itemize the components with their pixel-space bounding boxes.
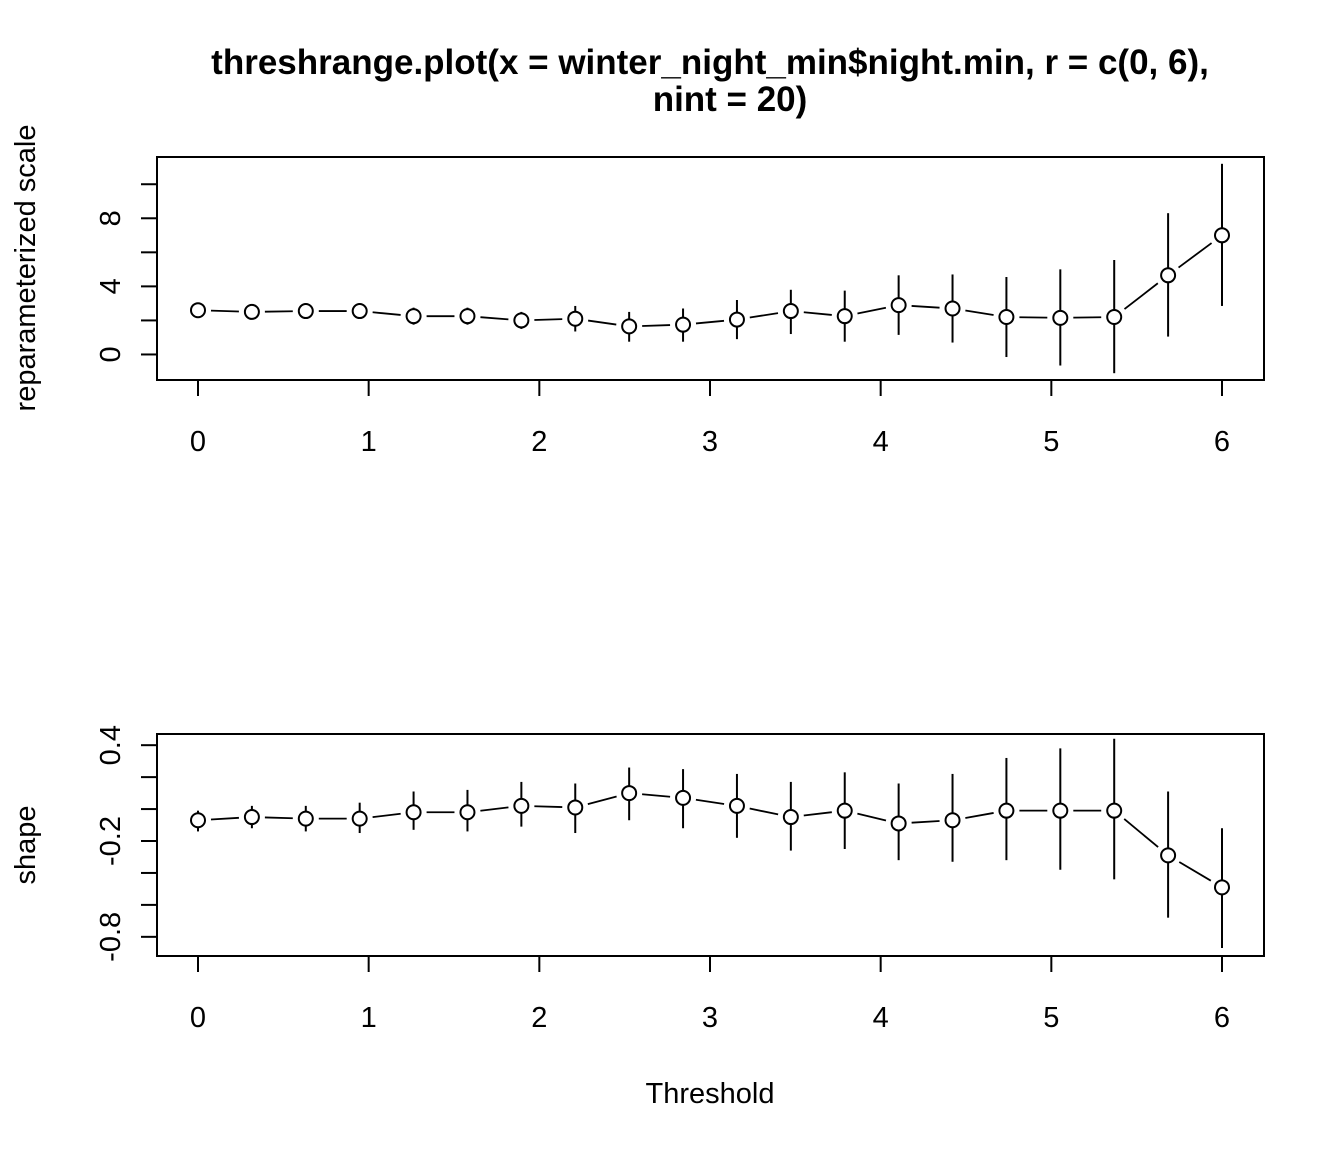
connector-segment [1178,861,1212,882]
connector-segment [587,795,617,805]
chart-title-line1: threshrange.plot(x = winter_night_min$ni… [211,43,1209,82]
x-tick-label: 1 [361,426,377,458]
y-tick-label: 4 [95,278,127,294]
data-point [405,308,422,325]
data-point [243,809,260,826]
x-tick-label: 4 [873,1002,889,1034]
connector-segment [210,816,239,821]
connector-segment [803,311,832,316]
data-point [297,810,314,827]
connector-segment [695,798,725,805]
data-point [998,309,1015,326]
connector-segment [588,319,617,326]
data-point [190,812,206,829]
connector-segment [642,324,671,327]
connector-segment [695,319,725,325]
y-tick-label: 0 [95,346,127,362]
chart-title-line2: nint = 20) [653,80,808,119]
data-point [836,308,853,325]
x-tick-label: 1 [361,1002,377,1034]
y-tick-label: 8 [95,210,127,226]
x-tick-label: 5 [1043,426,1059,458]
data-point [621,785,638,802]
data-point [1052,802,1069,819]
y-axis-label: shape [10,805,42,884]
data-point [675,316,692,333]
y-tick-label: -0.2 [95,816,127,866]
connector-segment [1123,282,1159,310]
data-point [675,789,692,806]
y-tick-label: 0.4 [95,725,127,765]
scale-panel: 0 4 8 0 1 2 3 4 5 6 reparameterized scale [10,125,1265,458]
data-point [782,809,799,826]
data-point [459,308,476,325]
data-point [782,303,799,320]
data-point [513,797,530,814]
data-point [944,300,961,317]
data-point [459,804,476,821]
connector-segment [911,305,940,309]
x-tick-label: 6 [1214,1002,1230,1034]
y-axis-label: reparameterized scale [10,125,42,412]
connector-segment [480,316,509,321]
data-point [351,810,368,827]
connector-segment [965,309,994,316]
connector-segment [372,812,401,819]
connector-segment [534,805,563,808]
connector-segment [210,309,239,313]
data-point [890,297,907,314]
shape-panel: 0.4 -0.2 -0.8 0 1 2 3 4 5 6 shape [10,725,1265,1034]
connector-segment [1123,818,1159,848]
data-point [1160,267,1177,284]
data-point [1052,309,1069,326]
data-point [243,303,260,320]
data-point [1160,847,1177,864]
plot-frame [156,156,1265,381]
connector-segment [965,812,994,819]
connector-segment [372,311,401,316]
data-point [190,302,206,319]
data-point [513,312,530,329]
x-tick-label: 4 [873,426,889,458]
x-tick-label: 2 [531,426,547,458]
x-tick-label: 6 [1214,426,1230,458]
connector-segment [857,812,887,822]
data-point [351,303,368,320]
data-point [944,812,961,829]
x-tick-label: 2 [531,1002,547,1034]
connector-segment [642,793,671,798]
x-tick-label: 0 [190,426,206,458]
data-point [728,311,745,328]
data-point [405,804,422,821]
data-point [1106,309,1123,326]
connector-segment [803,811,832,817]
data-point [297,303,314,320]
x-tick-label: 3 [702,1002,718,1034]
connector-segment [749,807,779,816]
data-point [1214,879,1230,896]
data-point [728,797,745,814]
data-point [1214,227,1230,244]
data-point [621,318,638,335]
data-point [836,802,853,819]
connector-segment [857,306,887,315]
data-point [567,310,584,327]
data-point [1106,802,1123,819]
x-tick-label: 3 [702,426,718,458]
x-tick-label: 0 [190,1002,206,1034]
x-axis-label: Threshold [646,1078,775,1110]
data-point [998,802,1015,819]
data-point [890,815,907,832]
connector-segment [480,806,509,812]
x-tick-label: 5 [1043,1002,1059,1034]
data-point [567,799,584,816]
connector-segment [1178,242,1213,269]
connector-segment [264,816,293,820]
connector-segment [749,312,779,319]
connector-segment [911,820,940,824]
plot-frame [156,733,1265,957]
connector-segment [534,318,563,321]
y-tick-label: -0.8 [95,912,127,962]
